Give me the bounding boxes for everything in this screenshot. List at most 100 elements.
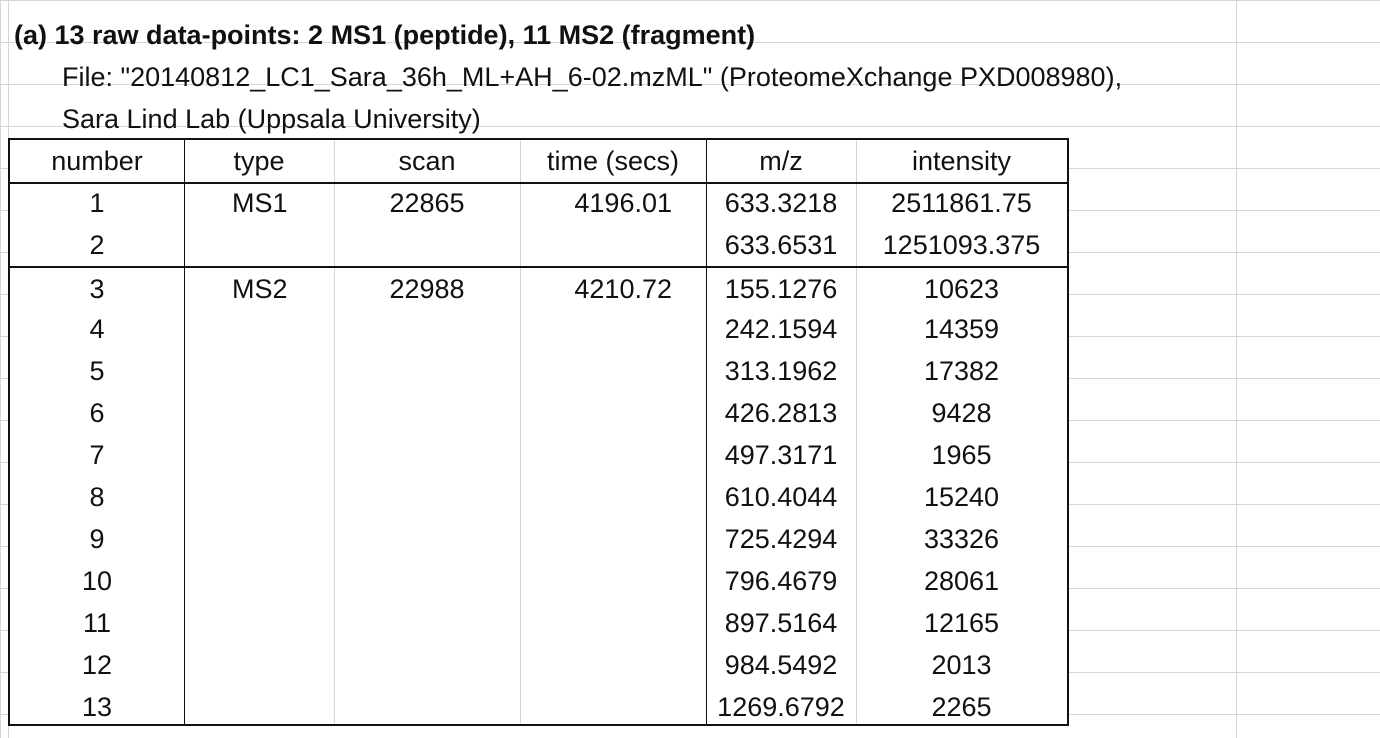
- cell-intensity[interactable]: 10623: [923, 274, 1000, 304]
- cell-scan[interactable]: [334, 518, 520, 560]
- cell-mz[interactable]: 242.1594: [724, 314, 838, 344]
- cell-mz[interactable]: 897.5164: [724, 608, 838, 638]
- cell-scan[interactable]: [334, 434, 520, 476]
- cell-time[interactable]: [520, 476, 706, 518]
- cell-mz[interactable]: 497.3171: [724, 440, 838, 470]
- cell-scan[interactable]: [334, 392, 520, 434]
- cell-time[interactable]: [520, 602, 706, 644]
- cell-mz[interactable]: 313.1962: [724, 356, 838, 386]
- cell-intensity[interactable]: 12165: [923, 608, 1000, 638]
- cell-number[interactable]: 6: [89, 398, 105, 428]
- data-points-table: number type scan time (secs) m/z intensi…: [8, 138, 1069, 726]
- lab-credit-line: Sara Lind Lab (Uppsala University): [62, 104, 481, 134]
- table-row: 5 313.1962 17382: [10, 350, 1067, 392]
- table-row: 1 MS1 22865 4196.01 633.3218 2511861.75: [10, 182, 1067, 224]
- column-divider: [706, 140, 707, 724]
- table-row: 2 633.6531 1251093.375: [10, 224, 1067, 266]
- cell-type[interactable]: MS1: [232, 188, 288, 218]
- cell-intensity[interactable]: 1965: [931, 440, 992, 470]
- cell-time[interactable]: [520, 224, 706, 266]
- header-type[interactable]: type: [233, 146, 285, 176]
- table-title: (a) 13 raw data-points: 2 MS1 (peptide),…: [14, 20, 756, 50]
- cell-mz[interactable]: 1269.6792: [717, 692, 845, 722]
- header-time[interactable]: time (secs): [546, 146, 679, 176]
- cell-type[interactable]: [184, 560, 334, 602]
- cell-scan[interactable]: [334, 224, 520, 266]
- cell-mz[interactable]: 610.4044: [724, 482, 838, 512]
- cell-type[interactable]: [184, 308, 334, 350]
- cell-time[interactable]: [520, 308, 706, 350]
- table-row: 10 796.4679 28061: [10, 560, 1067, 602]
- cell-intensity[interactable]: 2265: [931, 692, 992, 722]
- table-row: 6 426.2813 9428: [10, 392, 1067, 434]
- table-row: 3 MS2 22988 4210.72 155.1276 10623: [10, 266, 1067, 310]
- cell-number[interactable]: 7: [89, 440, 105, 470]
- cell-time[interactable]: [520, 686, 706, 728]
- cell-mz[interactable]: 725.4294: [724, 524, 838, 554]
- column-divider: [856, 140, 857, 724]
- cell-mz[interactable]: 633.6531: [724, 230, 838, 260]
- cell-type[interactable]: [184, 434, 334, 476]
- table-header-row: number type scan time (secs) m/z intensi…: [10, 140, 1067, 184]
- cell-time[interactable]: 4196.01: [574, 188, 672, 218]
- cell-scan[interactable]: [334, 476, 520, 518]
- cell-intensity[interactable]: 1251093.375: [882, 230, 1041, 260]
- cell-time[interactable]: [520, 560, 706, 602]
- cell-scan[interactable]: [334, 686, 520, 728]
- cell-intensity[interactable]: 15240: [923, 482, 1000, 512]
- cell-scan[interactable]: [334, 644, 520, 686]
- cell-type[interactable]: [184, 686, 334, 728]
- cell-scan[interactable]: [334, 350, 520, 392]
- cell-scan[interactable]: [334, 308, 520, 350]
- cell-type[interactable]: [184, 350, 334, 392]
- cell-type[interactable]: [184, 476, 334, 518]
- cell-number[interactable]: 1: [89, 188, 105, 218]
- cell-number[interactable]: 4: [89, 314, 105, 344]
- cell-scan[interactable]: 22865: [389, 188, 465, 218]
- cell-number[interactable]: 13: [81, 692, 113, 722]
- header-intensity[interactable]: intensity: [911, 146, 1012, 176]
- cell-time[interactable]: [520, 350, 706, 392]
- cell-intensity[interactable]: 28061: [923, 566, 1000, 596]
- cell-time[interactable]: [520, 644, 706, 686]
- cell-number[interactable]: 5: [89, 356, 105, 386]
- header-scan[interactable]: scan: [398, 146, 456, 176]
- cell-mz[interactable]: 633.3218: [724, 188, 838, 218]
- cell-scan[interactable]: [334, 602, 520, 644]
- cell-scan[interactable]: 22988: [389, 274, 465, 304]
- cell-time[interactable]: 4210.72: [574, 274, 672, 304]
- cell-number[interactable]: 10: [81, 566, 113, 596]
- cell-mz[interactable]: 426.2813: [724, 398, 838, 428]
- header-mz[interactable]: m/z: [759, 146, 803, 176]
- cell-type[interactable]: [184, 392, 334, 434]
- cell-scan[interactable]: [334, 560, 520, 602]
- cell-type[interactable]: [184, 518, 334, 560]
- table-row: 11 897.5164 12165: [10, 602, 1067, 644]
- cell-intensity[interactable]: 9428: [931, 398, 992, 428]
- cell-type[interactable]: [184, 644, 334, 686]
- column-divider: [520, 140, 521, 724]
- cell-intensity[interactable]: 14359: [923, 314, 1000, 344]
- cell-time[interactable]: [520, 434, 706, 476]
- cell-number[interactable]: 8: [89, 482, 105, 512]
- cell-number[interactable]: 9: [89, 524, 105, 554]
- cell-intensity[interactable]: 33326: [923, 524, 1000, 554]
- cell-number[interactable]: 11: [82, 608, 112, 638]
- cell-time[interactable]: [520, 518, 706, 560]
- cell-type[interactable]: MS2: [232, 274, 288, 304]
- cell-intensity[interactable]: 2511861.75: [891, 188, 1032, 218]
- file-source-line: File: "20140812_LC1_Sara_36h_ML+AH_6-02.…: [62, 62, 1123, 92]
- cell-intensity[interactable]: 17382: [923, 356, 1000, 386]
- cell-number[interactable]: 12: [81, 650, 113, 680]
- table-row: 13 1269.6792 2265: [10, 686, 1067, 728]
- cell-number[interactable]: 3: [89, 274, 105, 304]
- cell-number[interactable]: 2: [89, 230, 105, 260]
- cell-mz[interactable]: 155.1276: [724, 274, 838, 304]
- cell-type[interactable]: [184, 602, 334, 644]
- cell-intensity[interactable]: 2013: [931, 650, 992, 680]
- cell-type[interactable]: [184, 224, 334, 266]
- cell-time[interactable]: [520, 392, 706, 434]
- cell-mz[interactable]: 796.4679: [724, 566, 838, 596]
- header-number[interactable]: number: [51, 146, 143, 176]
- cell-mz[interactable]: 984.5492: [724, 650, 838, 680]
